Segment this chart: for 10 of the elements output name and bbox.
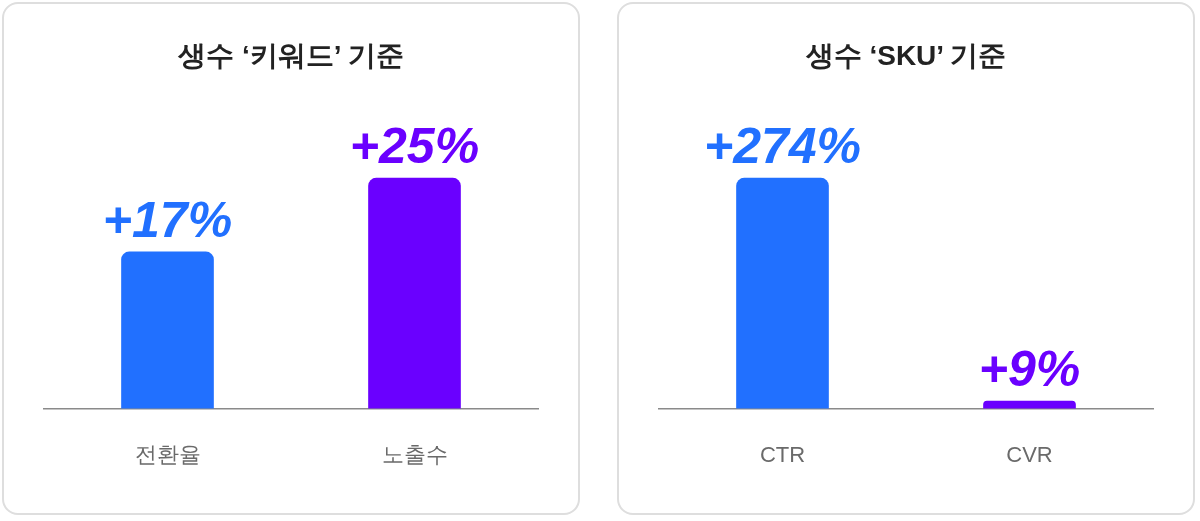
x-tick-label: 전환율 [134,441,201,467]
x-tick-label: CVR [1006,441,1053,467]
data-label: +274% [703,117,862,174]
chart-title: 생수 ‘키워드’ 기준 [177,39,404,71]
data-label: +17% [102,191,233,248]
data-label: +25% [349,117,480,174]
data-label: +9% [978,340,1081,397]
x-tick-label: 노출수 [381,441,448,467]
x-tick-label: CTR [759,441,806,467]
chart-title: 생수 ‘SKU’ 기준 [804,39,1007,71]
